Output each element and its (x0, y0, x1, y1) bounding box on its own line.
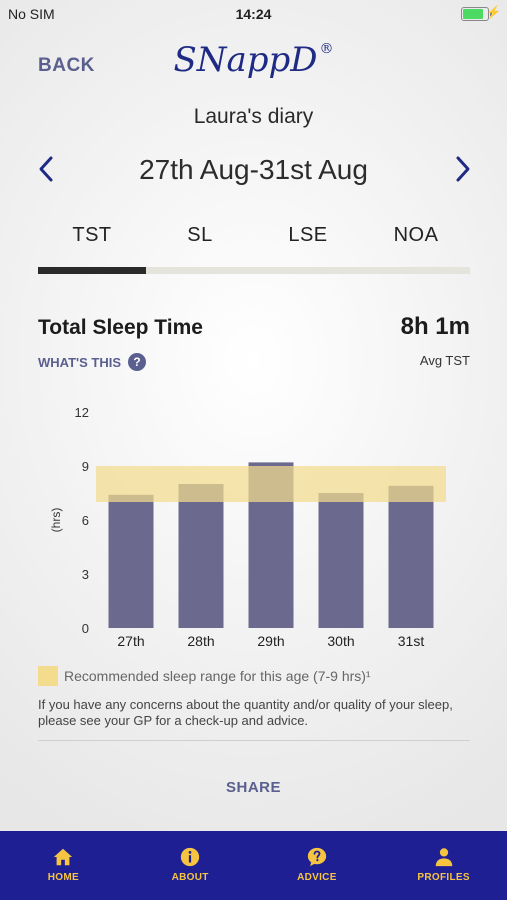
bottom-nav: HOME ABOUT ADVICE PROFILES (0, 831, 507, 900)
charging-icon: ⚡ (486, 5, 501, 19)
y-axis-label: (hrs) (49, 508, 63, 533)
week-navigator: 27th Aug-31st Aug (0, 148, 507, 192)
nav-about-label: ABOUT (171, 872, 209, 883)
bar-31st (388, 485, 434, 628)
chart-legend: Recommended sleep range for this age (7-… (38, 666, 371, 686)
share-button[interactable]: SHARE (225, 779, 281, 796)
metric-value: 8h 1m (400, 313, 470, 340)
logo-text: SNappD (173, 40, 318, 80)
carrier-label: No SIM (8, 6, 55, 22)
date-range: 27th Aug-31st Aug (139, 154, 368, 185)
chevron-right-icon[interactable] (453, 154, 473, 184)
tab-track (38, 267, 470, 274)
bar-30th (318, 493, 364, 628)
question-icon (307, 847, 327, 867)
tab-noa[interactable]: NOA (393, 224, 439, 246)
x-tick-label: 28th (187, 633, 214, 649)
nav-advice[interactable]: ADVICE (254, 831, 381, 900)
nav-profiles-label: PROFILES (417, 872, 470, 883)
home-icon (54, 848, 73, 866)
y-tick-label: 12 (75, 405, 89, 420)
gp-disclaimer: If you have any concerns about the quant… (38, 697, 453, 728)
nav-about[interactable]: ABOUT (127, 831, 254, 900)
nav-profiles[interactable]: PROFILES (380, 831, 507, 900)
tab-lse[interactable]: LSE (288, 224, 328, 246)
metric-title: Total Sleep Time (38, 316, 203, 339)
bar-27th (108, 494, 154, 628)
x-tick-label: 31st (398, 633, 425, 649)
help-icon[interactable]: ? (128, 353, 147, 371)
nav-advice-label: ADVICE (297, 872, 337, 883)
tab-tst[interactable]: TST (72, 224, 112, 246)
x-tick-label: 27th (117, 633, 144, 649)
legend-swatch (38, 666, 58, 686)
registered-mark: ® (319, 41, 334, 57)
chart-canvas: 0 3 6 9 12 (hrs) 27th 28th 29th 30th 31st (49, 405, 446, 649)
divider (38, 740, 470, 741)
battery-icon (461, 7, 492, 21)
bar-28th (178, 484, 224, 628)
metric-tabs: TST SL LSE NOA (38, 224, 470, 254)
sleep-chart: 0 3 6 9 12 (hrs) 27th 28th 29th 30th 31st (0, 395, 507, 657)
whats-this-label: WHAT'S THIS (38, 354, 122, 370)
clock: 14:24 (235, 6, 272, 22)
nav-home[interactable]: HOME (0, 831, 127, 900)
battery-level (463, 9, 483, 19)
x-tick-label: 29th (257, 633, 284, 649)
active-tab-indicator (38, 267, 146, 274)
y-tick-label: 6 (82, 513, 89, 528)
y-tick-label: 0 (82, 621, 89, 636)
legend-label: Recommended sleep range for this age (7-… (64, 668, 371, 684)
tab-sl[interactable]: SL (187, 224, 213, 246)
x-tick-label: 30th (327, 633, 354, 649)
y-tick-label: 3 (82, 567, 89, 582)
snappd-logo: SNappD ® (0, 40, 507, 80)
nav-home-label: HOME (47, 872, 79, 883)
avg-label: Avg TST (419, 353, 470, 368)
recommended-range-band (96, 466, 446, 502)
whats-this-link[interactable]: WHAT'S THIS ? (38, 353, 147, 371)
chevron-left-icon[interactable] (36, 154, 56, 184)
y-tick-label: 9 (82, 459, 89, 474)
status-bar: No SIM 14:24 ⚡ (0, 0, 507, 28)
page-title: Laura's diary (193, 105, 314, 128)
info-icon (180, 847, 200, 867)
person-icon (435, 848, 452, 867)
back-button[interactable]: BACK (38, 55, 95, 76)
